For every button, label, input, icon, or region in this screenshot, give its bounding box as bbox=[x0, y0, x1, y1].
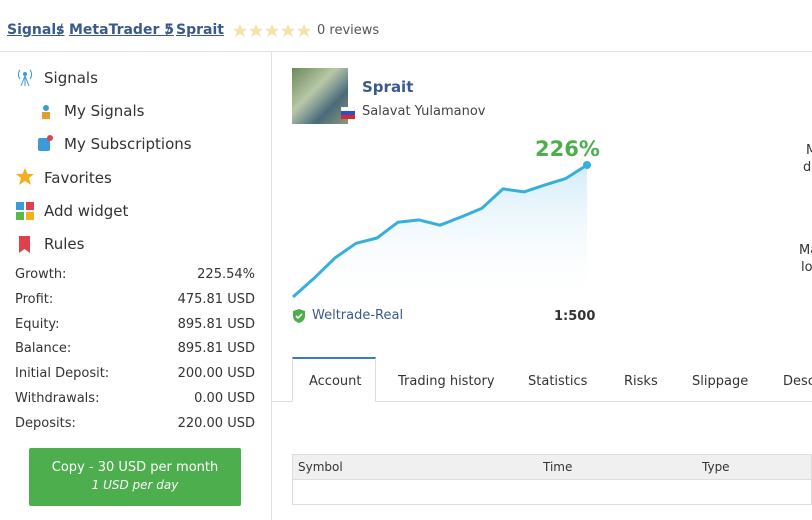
icon bbox=[17, 69, 33, 87]
menu-item[interactable]: My Signals bbox=[64, 102, 145, 120]
tab[interactable]: Statistics bbox=[528, 374, 588, 389]
stat-value: 220.00 USD bbox=[177, 415, 255, 431]
rating-stars bbox=[233, 24, 311, 37]
separator: / bbox=[58, 22, 63, 38]
stat-value: 895.81 USD bbox=[177, 341, 255, 357]
author: Salavat Yulamanov bbox=[362, 104, 486, 119]
icon bbox=[19, 236, 30, 253]
tabs-border bbox=[272, 401, 812, 402]
table-row bbox=[292, 480, 812, 505]
menu-item[interactable]: My Subscriptions bbox=[64, 135, 192, 153]
copy-button[interactable]: Copy - 30 USD per month 1 USD per day bbox=[29, 448, 241, 506]
check-icon bbox=[293, 309, 305, 323]
sidebar: Signals My Signals My Subscriptions Favo… bbox=[0, 52, 272, 520]
stat-label: Equity: bbox=[15, 316, 60, 332]
separator: / bbox=[166, 22, 171, 38]
menu-item[interactable]: Signals bbox=[44, 69, 98, 87]
button-sublabel: 1 USD per day bbox=[91, 478, 179, 492]
stat-label: Balance: bbox=[15, 341, 72, 357]
column-header: Type bbox=[702, 460, 730, 474]
stat-value: 200.00 USD bbox=[177, 366, 255, 382]
growth-label: 226% bbox=[535, 137, 600, 161]
stat-label: Initial Deposit: bbox=[15, 366, 110, 382]
column-header: Time bbox=[543, 460, 573, 474]
stat-label: Deposits: bbox=[15, 415, 76, 431]
stat-label: Withdrawals: bbox=[15, 391, 100, 406]
active-tab[interactable] bbox=[292, 357, 376, 402]
breadcrumb-link[interactable]: MetaTrader 5 bbox=[69, 22, 174, 38]
tab[interactable]: Slippage bbox=[692, 374, 749, 389]
cropped-text: Ma bbox=[799, 243, 812, 258]
stat-value: 895.81 USD bbox=[177, 316, 255, 332]
icon bbox=[38, 135, 53, 151]
stat-label: Growth: bbox=[15, 267, 67, 282]
signal-name[interactable]: Sprait bbox=[362, 78, 414, 96]
reviews: 0 reviews bbox=[317, 23, 380, 38]
growth-line bbox=[292, 163, 588, 299]
tab[interactable]: Trading history bbox=[398, 374, 495, 389]
icon bbox=[16, 202, 34, 220]
stat-label: Profit: bbox=[15, 291, 54, 307]
stat-value: 225.54% bbox=[197, 267, 255, 282]
breadcrumb-link[interactable]: Sprait bbox=[176, 22, 224, 38]
table-header bbox=[292, 454, 812, 480]
cropped-text: lo bbox=[801, 260, 812, 275]
stat-value: 0.00 USD bbox=[194, 391, 255, 406]
cropped-text: M bbox=[806, 143, 812, 158]
leverage: 1:500 bbox=[554, 309, 596, 324]
breadcrumb-link[interactable]: Signals bbox=[7, 22, 65, 38]
stat-value: 475.81 USD bbox=[177, 291, 255, 307]
end-point bbox=[583, 161, 591, 169]
header: Signals / MetaTrader 5 / Sprait 0 review… bbox=[0, 0, 812, 52]
icon bbox=[42, 105, 50, 119]
menu-item[interactable]: Favorites bbox=[44, 169, 112, 187]
cropped-text: d bbox=[803, 160, 812, 175]
broker[interactable]: Weltrade-Real bbox=[312, 308, 404, 323]
icon bbox=[16, 168, 34, 185]
growth-chart bbox=[292, 161, 591, 305]
tab[interactable]: Desc bbox=[783, 374, 812, 389]
menu-item[interactable]: Add widget bbox=[44, 202, 129, 220]
column-header: Symbol bbox=[298, 460, 343, 474]
avatar bbox=[292, 68, 348, 124]
tab[interactable]: Risks bbox=[624, 374, 658, 389]
button-label: Copy - 30 USD per month bbox=[51, 460, 219, 475]
menu-item[interactable]: Rules bbox=[44, 235, 85, 253]
tab[interactable]: Account bbox=[309, 374, 362, 389]
flag bbox=[341, 107, 355, 119]
growth-area bbox=[293, 165, 587, 305]
